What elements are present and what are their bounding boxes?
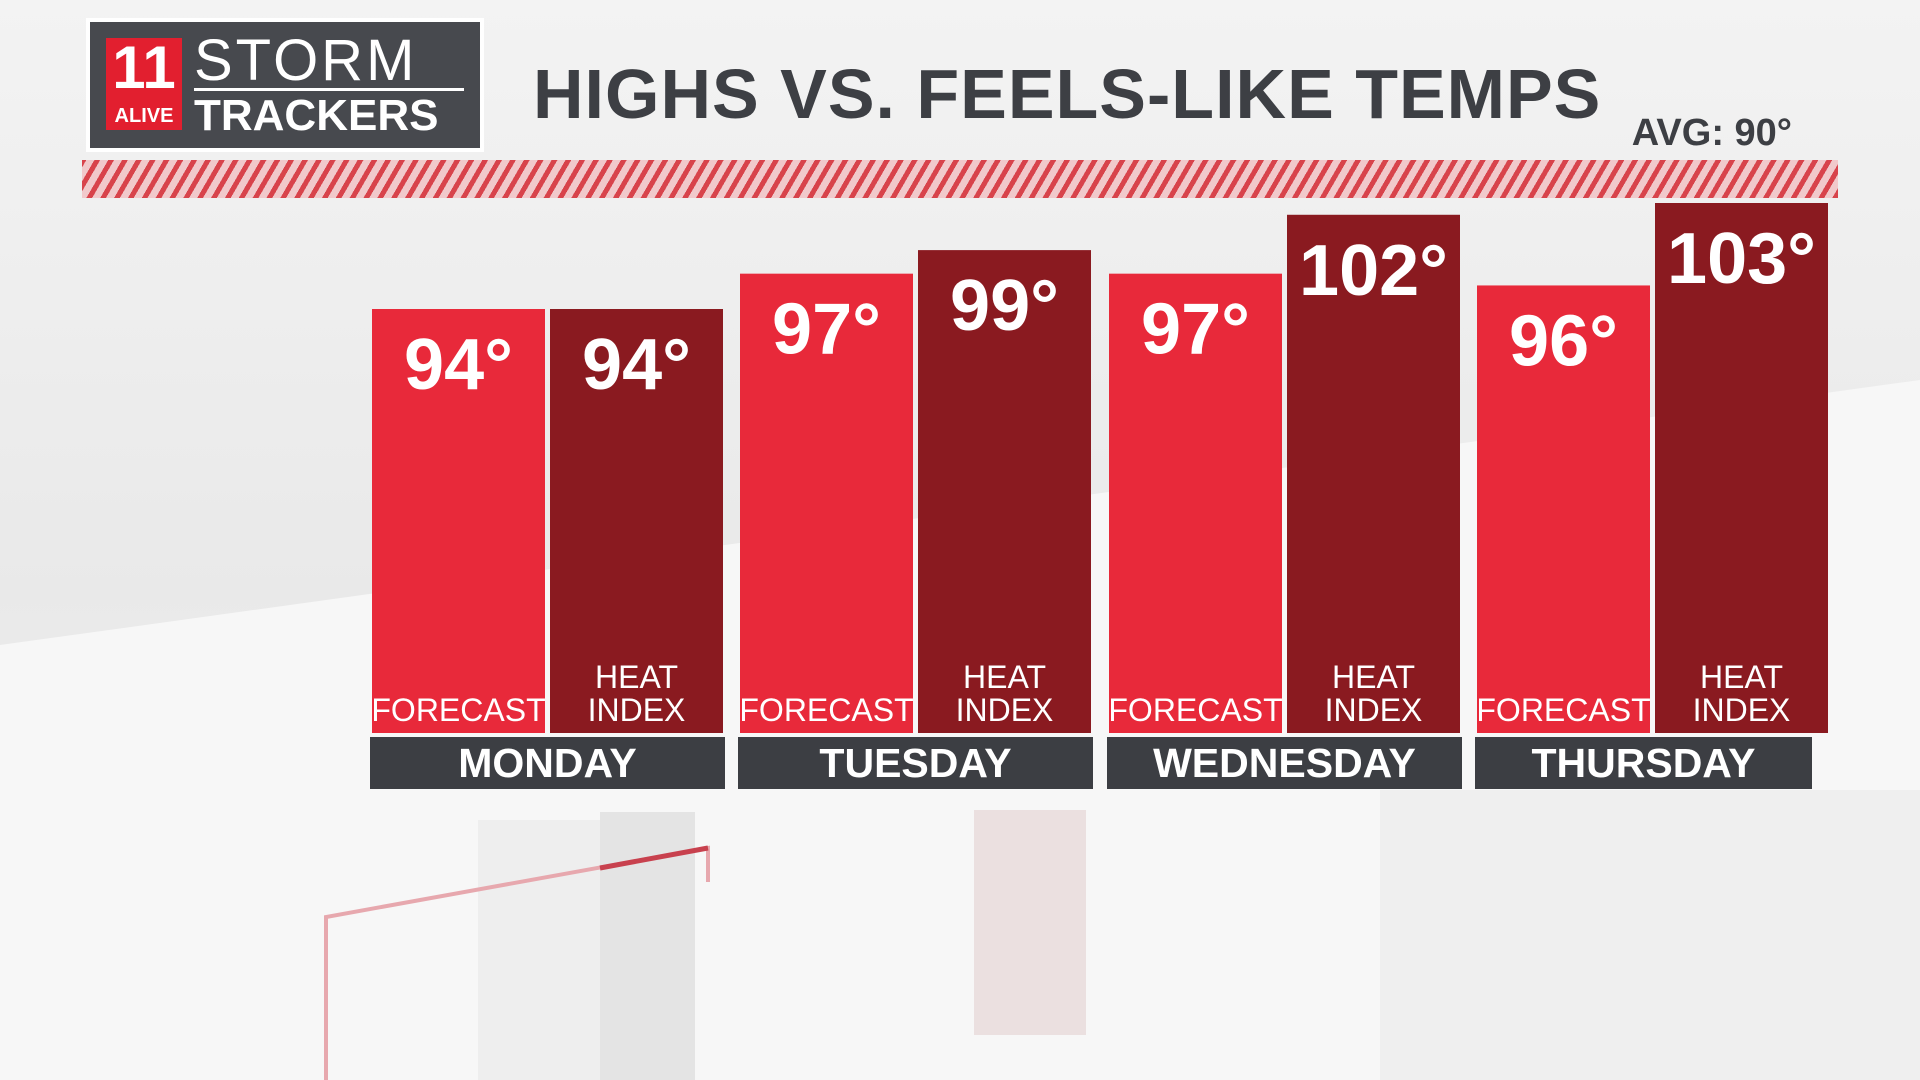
day-label-bar <box>1107 737 1462 789</box>
forecast-bar <box>1109 273 1282 733</box>
day-label: MONDAY <box>458 740 636 786</box>
forecast-value-label: 97° <box>1141 290 1250 370</box>
day-label-bar <box>370 737 725 789</box>
forecast-bar <box>740 273 913 733</box>
forecast-series-label: FORECAST <box>371 692 545 728</box>
forecast-series-label: FORECAST <box>739 692 913 728</box>
svg-text:STORM: STORM <box>194 28 417 93</box>
forecast-bar <box>372 309 545 733</box>
average-temp-label: AVG: 90° <box>1631 112 1792 154</box>
heat-index-series-label: INDEX <box>1325 692 1423 728</box>
heat-index-value-label: 94° <box>582 325 691 405</box>
heat-index-bar <box>918 250 1091 733</box>
forecast-value-label: 97° <box>772 290 881 370</box>
day-label: WEDNESDAY <box>1153 740 1416 786</box>
heat-index-value-label: 103° <box>1667 219 1816 299</box>
heat-index-bar <box>1655 203 1828 733</box>
day-label-bar <box>1475 737 1812 789</box>
day-label-bar <box>738 737 1093 789</box>
svg-text:ALIVE: ALIVE <box>115 105 174 127</box>
forecast-value-label: 94° <box>404 325 513 405</box>
heat-index-series-label: INDEX <box>588 692 686 728</box>
heat-index-bar <box>1287 214 1460 733</box>
page-title: HIGHS VS. FEELS-LIKE TEMPS <box>533 55 1602 133</box>
heat-index-series-label: INDEX <box>956 692 1054 728</box>
heat-index-series-label: HEAT <box>1700 659 1783 695</box>
svg-text:TRACKERS: TRACKERS <box>194 91 438 140</box>
heat-index-series-label: HEAT <box>1332 659 1415 695</box>
station-logo: 11 ALIVE STORM TRACKERS <box>86 18 484 152</box>
header-stripe-divider <box>82 160 1838 198</box>
day-label: TUESDAY <box>819 740 1011 786</box>
forecast-value-label: 96° <box>1509 301 1618 381</box>
heat-index-value-label: 99° <box>950 266 1059 346</box>
heat-index-bar <box>550 309 723 733</box>
forecast-series-label: FORECAST <box>1476 692 1650 728</box>
heat-index-series-label: HEAT <box>963 659 1046 695</box>
heat-index-value-label: 102° <box>1299 231 1448 311</box>
heat-index-series-label: INDEX <box>1693 692 1791 728</box>
svg-text:11: 11 <box>112 34 175 101</box>
heat-index-series-label: HEAT <box>595 659 678 695</box>
forecast-series-label: FORECAST <box>1108 692 1282 728</box>
forecast-bar <box>1477 285 1650 733</box>
day-label: THURSDAY <box>1531 740 1755 786</box>
